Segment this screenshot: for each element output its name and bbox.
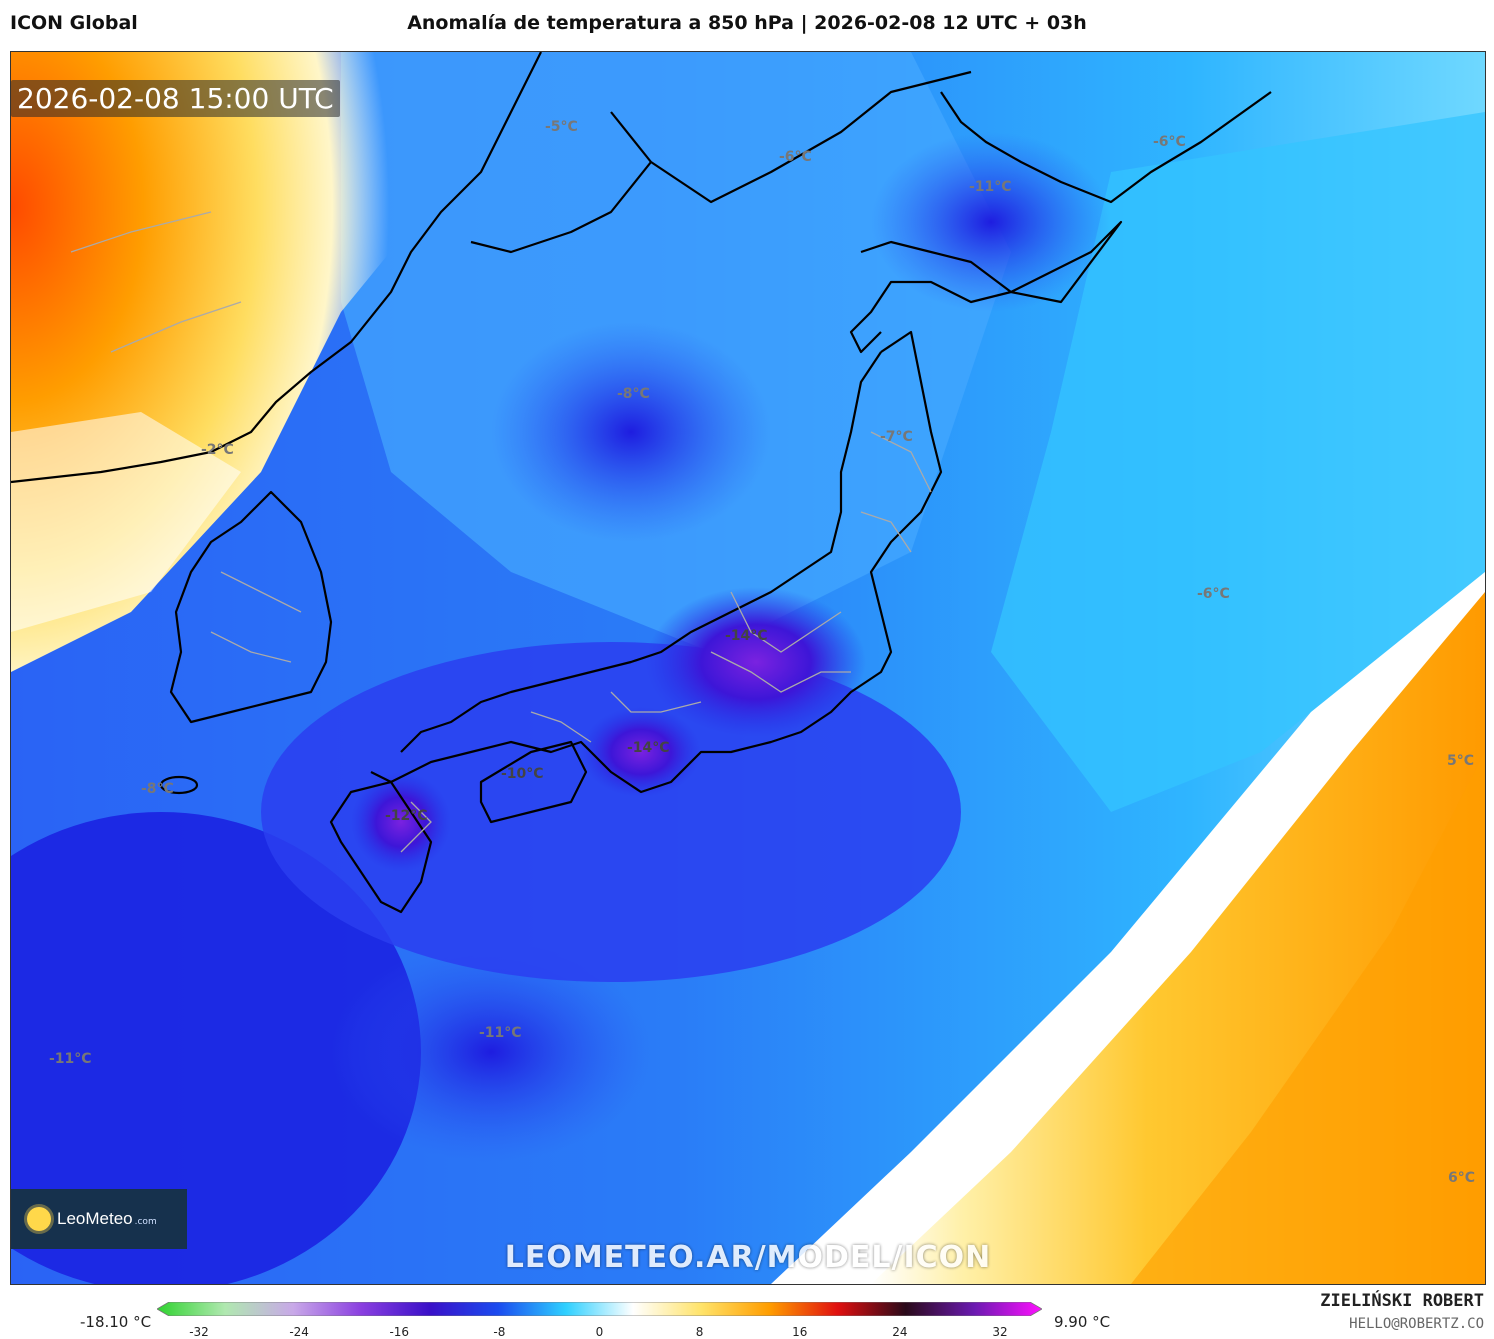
legend-tick: -16 (389, 1325, 410, 1339)
coastlines (11, 52, 1272, 914)
admin-boundaries (70, 211, 932, 853)
legend-max: 9.90 °C (1054, 1313, 1111, 1331)
anomaly-label: -8°C (141, 781, 174, 797)
map-panel: 2026-02-08 15:00 UTC -5°C -6°C -11°C -6°… (10, 51, 1486, 1285)
anomaly-label: -10°C (501, 766, 544, 782)
anomaly-label: -12°C (385, 808, 428, 824)
author-credit: ZIELIŃSKI ROBERT (1320, 1291, 1484, 1311)
anomaly-label: -11°C (969, 179, 1012, 195)
legend-min: -18.10 °C (80, 1313, 152, 1331)
anomaly-label: -5°C (545, 119, 578, 135)
watermark: LEOMETEO.AR/MODEL/ICON (504, 1240, 992, 1275)
anomaly-label: 5°C (1447, 753, 1475, 769)
legend-tick: 24 (892, 1325, 908, 1339)
logo-suffix: .com (134, 1217, 157, 1227)
anomaly-label: -6°C (1153, 134, 1186, 150)
legend-tick: -24 (289, 1325, 309, 1339)
anomaly-label: -7°C (880, 429, 913, 445)
legend-tick: 16 (792, 1325, 808, 1339)
anomaly-label: -6°C (779, 149, 812, 165)
color-bar (157, 1302, 1042, 1316)
valid-time: 2026-02-08 15:00 UTC (11, 80, 340, 117)
model-name: ICON Global (10, 12, 138, 34)
legend-tick: 32 (992, 1325, 1008, 1339)
leometeo-logo[interactable]: LeoMeteo .com (11, 1189, 187, 1249)
legend-tick: 8 (695, 1325, 704, 1339)
logo-name: LeoMeteo (57, 1209, 133, 1228)
anomaly-field (11, 52, 1485, 1284)
anomaly-label: -14°C (627, 740, 670, 756)
legend-tick: -8 (493, 1325, 506, 1339)
anomaly-label: 6°C (1448, 1170, 1476, 1186)
anomaly-label: -14°C (725, 628, 768, 644)
anomaly-label: -11°C (49, 1051, 92, 1067)
anomaly-label: -8°C (617, 386, 650, 402)
anomaly-label: -11°C (479, 1025, 522, 1041)
sun-icon (27, 1207, 51, 1231)
anomaly-label: -2°C (201, 442, 234, 458)
anomaly-label: -6°C (1197, 586, 1230, 602)
map-title: Anomalía de temperatura a 850 hPa | 2026… (407, 12, 1087, 34)
legend-tick: 0 (595, 1325, 604, 1339)
legend-tick: -32 (189, 1325, 209, 1339)
author-email[interactable]: HELLO@ROBERTZ.CO (1349, 1316, 1484, 1332)
